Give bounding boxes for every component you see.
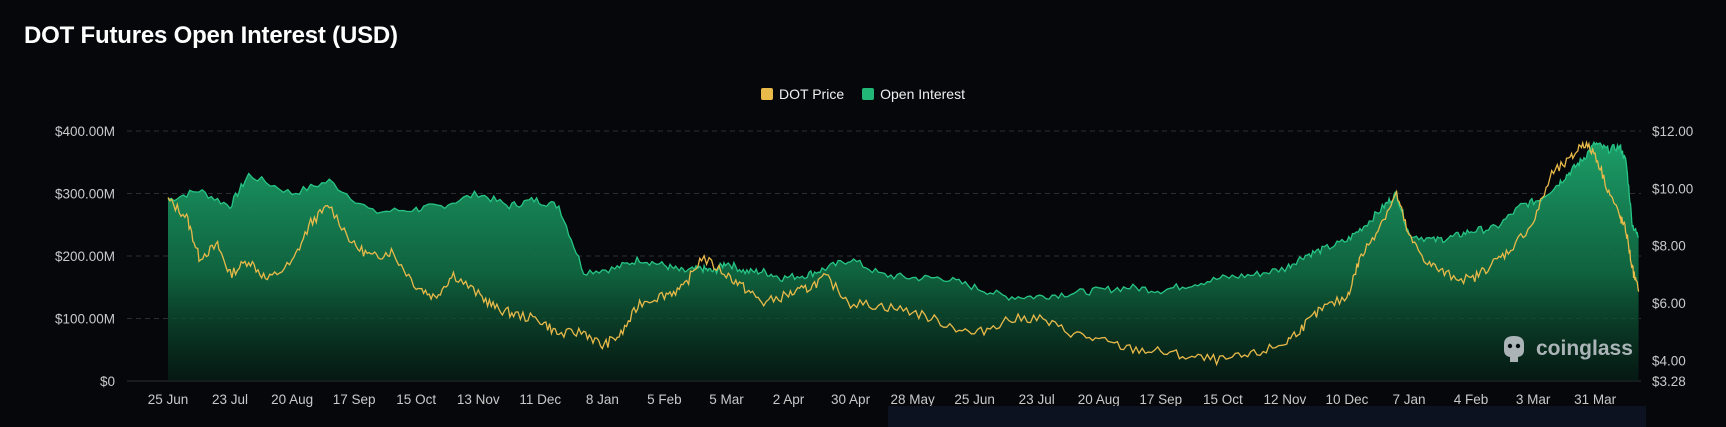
- x-tick-label: 25 Jun: [148, 392, 189, 407]
- y-axis-left: $0 $100.00M $200.00M $300.00M $400.00M: [55, 124, 115, 389]
- y-right-tick-label: $4.00: [1652, 353, 1686, 368]
- watermark-logo: coinglass: [1500, 334, 1633, 364]
- open-interest-area: [168, 142, 1639, 381]
- legend-swatch-price: [761, 88, 774, 100]
- chart-legend: DOT Price Open Interest: [0, 86, 1726, 102]
- y-left-tick-label: $100.00M: [55, 312, 115, 327]
- x-tick-label: 28 May: [890, 392, 935, 407]
- x-tick-label: 4 Feb: [1454, 392, 1489, 407]
- x-tick-label: 13 Nov: [457, 392, 500, 407]
- x-tick-label: 17 Sep: [333, 392, 376, 407]
- y-right-tick-label: $3.28: [1652, 374, 1686, 389]
- watermark-text: coinglass: [1536, 337, 1633, 360]
- x-axis: 25 Jun 23 Jul 20 Aug 17 Sep 15 Oct 13 Nov 11 D…: [148, 392, 1617, 407]
- x-tick-label: 15 Oct: [1203, 392, 1243, 407]
- coinglass-logo-icon: [1504, 336, 1524, 362]
- legend-swatch-open-interest: [862, 88, 875, 100]
- scroll-region[interactable]: [888, 406, 1646, 427]
- y-left-tick-label: $400.00M: [55, 124, 115, 139]
- x-tick-label: 17 Sep: [1139, 392, 1182, 407]
- y-right-tick-label: $12.00: [1652, 124, 1693, 139]
- y-left-tick-label: $300.00M: [55, 187, 115, 202]
- x-tick-label: 20 Aug: [1078, 392, 1120, 407]
- y-left-tick-label: $0: [100, 374, 115, 389]
- x-tick-label: 8 Jan: [586, 392, 619, 407]
- x-tick-label: 5 Feb: [647, 392, 682, 407]
- legend-label-open-interest: Open Interest: [880, 86, 965, 102]
- price-line: [167, 140, 1640, 367]
- x-tick-label: 2 Apr: [773, 392, 805, 407]
- x-tick-label: 20 Aug: [271, 392, 313, 407]
- y-right-tick-label: $10.00: [1652, 181, 1693, 196]
- x-tick-label: 23 Jul: [212, 392, 248, 407]
- legend-item-price[interactable]: DOT Price: [761, 86, 844, 102]
- open-interest-series: [167, 140, 1639, 381]
- page-title: DOT Futures Open Interest (USD): [24, 22, 398, 49]
- open-interest-line: [167, 140, 1639, 301]
- legend-label-price: DOT Price: [779, 86, 845, 102]
- x-tick-label: 30 Apr: [831, 392, 871, 407]
- x-tick-label: 25 Jun: [954, 392, 995, 407]
- y-right-tick-label: $8.00: [1652, 239, 1686, 254]
- price-series: [167, 140, 1640, 367]
- y-axis-right: $3.28 $4.00 $6.00 $8.00 $10.00 $12.00: [1652, 124, 1693, 389]
- legend-item-open-interest[interactable]: Open Interest: [862, 86, 965, 102]
- x-tick-label: 11 Dec: [519, 392, 561, 407]
- x-tick-label: 7 Jan: [1392, 392, 1425, 407]
- x-tick-label: 12 Nov: [1264, 392, 1307, 407]
- x-tick-label: 5 Mar: [709, 392, 744, 407]
- x-tick-label: 3 Mar: [1516, 392, 1551, 407]
- y-left-tick-label: $200.00M: [55, 249, 115, 264]
- y-right-tick-label: $6.00: [1652, 296, 1686, 311]
- x-tick-label: 10 Dec: [1326, 392, 1369, 407]
- x-tick-label: 15 Oct: [396, 392, 436, 407]
- x-tick-label: 23 Jul: [1019, 392, 1055, 407]
- x-tick-label: 31 Mar: [1574, 392, 1617, 407]
